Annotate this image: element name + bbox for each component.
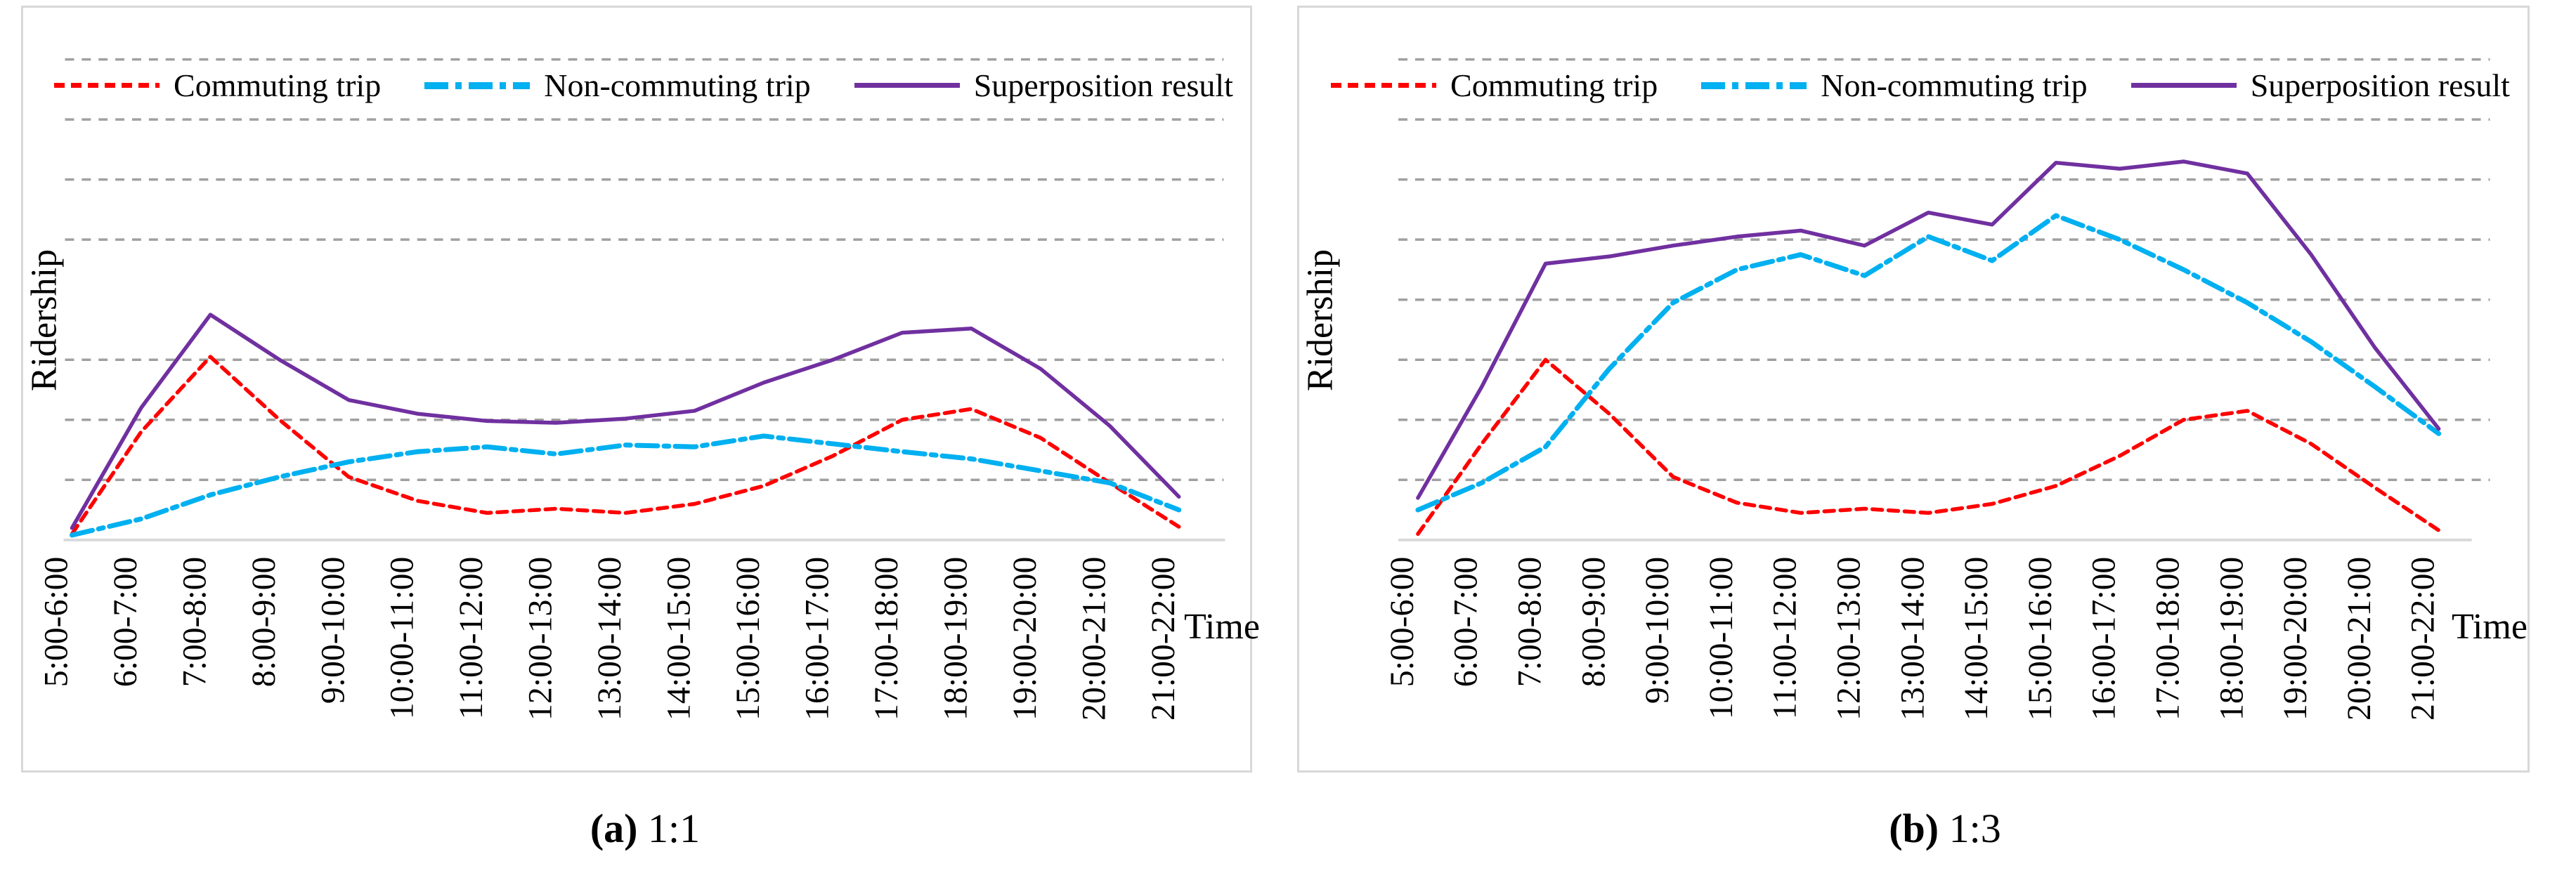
chart-panel-b: Commuting trip Non-commuting trip Superp… <box>1297 6 2530 773</box>
legend-item-non-commuting: Non-commuting trip <box>424 67 811 104</box>
non-commuting-trip-line <box>1415 213 2442 513</box>
x-tick-label: 10:00-11:00 <box>384 557 421 720</box>
legend-label-non-commuting: Non-commuting trip <box>544 67 811 103</box>
caption-b-ratio: 1:3 <box>1949 806 2001 851</box>
x-tick-label: 6:00-7:00 <box>107 557 144 688</box>
x-tick-label: 11:00-12:00 <box>453 557 490 720</box>
legend-b: Commuting trip Non-commuting trip Superp… <box>1320 67 2520 104</box>
legend-label-non-commuting: Non-commuting trip <box>1821 67 2088 103</box>
x-tick-label: 17:00-18:00 <box>2149 557 2187 721</box>
commuting-trip-line <box>1416 357 2441 536</box>
legend-item-commuting: Commuting trip <box>54 67 381 104</box>
x-tick-label: 9:00-10:00 <box>314 557 351 704</box>
x-tick-label: 20:00-21:00 <box>2341 557 2378 721</box>
x-tick-label: 5:00-6:00 <box>37 557 74 688</box>
legend-label-superposition: Superposition result <box>973 67 1233 103</box>
commuting-line-swatch-icon <box>1331 83 1437 88</box>
commuting-line-swatch-icon <box>54 83 160 88</box>
x-tick-label: 14:00-15:00 <box>1958 557 1995 721</box>
x-tick-label: 17:00-18:00 <box>868 557 905 721</box>
superposition-result-line <box>1416 159 2441 500</box>
x-tick-label: 16:00-17:00 <box>2086 557 2123 721</box>
non-commuting-trip-line <box>69 433 1182 538</box>
x-tick-label: 21:00-22:00 <box>2405 557 2442 721</box>
x-tick-label: 19:00-20:00 <box>1006 557 1043 721</box>
legend-label-commuting: Commuting trip <box>1450 67 1658 103</box>
caption-a: (a) 1:1 <box>476 805 814 852</box>
x-tick-label: 7:00-8:00 <box>176 557 213 688</box>
non-commuting-line-swatch-icon <box>1701 81 1807 89</box>
x-tick-label: 14:00-15:00 <box>661 557 698 721</box>
legend-item-non-commuting: Non-commuting trip <box>1701 67 2088 104</box>
legend-item-superposition: Superposition result <box>2131 67 2510 104</box>
x-tick-label: 9:00-10:00 <box>1639 557 1676 704</box>
x-tick-label: 18:00-19:00 <box>2213 557 2250 721</box>
superposition-result-line <box>70 313 1181 530</box>
y-axis-title: Ridership <box>24 249 65 392</box>
x-tick-label: 10:00-11:00 <box>1703 557 1740 720</box>
x-tick-label: 8:00-9:00 <box>1575 557 1612 688</box>
x-tick-label: 20:00-21:00 <box>1075 557 1112 721</box>
caption-a-ratio: 1:1 <box>648 806 701 851</box>
caption-a-marker: (a) <box>590 806 638 851</box>
x-tick-label: 15:00-16:00 <box>729 557 767 721</box>
legend-item-commuting: Commuting trip <box>1331 67 1658 104</box>
legend-label-commuting: Commuting trip <box>174 67 382 103</box>
legend-a: Commuting trip Non-commuting trip Superp… <box>44 67 1243 104</box>
x-tick-label: 13:00-14:00 <box>591 557 628 721</box>
y-axis-title: Ridership <box>1300 249 1341 392</box>
x-tick-label: 11:00-12:00 <box>1767 557 1804 720</box>
x-tick-label: 8:00-9:00 <box>245 557 282 688</box>
x-tick-label: 13:00-14:00 <box>1894 557 1931 721</box>
x-axis-title: Time <box>1184 607 1260 647</box>
x-tick-label: 21:00-22:00 <box>1145 557 1182 721</box>
plot-area-b: 5:00-6:00 6:00-7:00 7:00-8:00 8:00-9:00 9:00… <box>1384 58 2490 721</box>
plot-area-a: 5:00-6:00 6:00-7:00 7:00-8:00 8:00-9:00 9:00… <box>37 58 1225 721</box>
x-tick-label: 16:00-17:00 <box>798 557 835 721</box>
legend-label-superposition: Superposition result <box>2250 67 2510 103</box>
x-tick-label: 5:00-6:00 <box>1384 557 1421 688</box>
commuting-trip-line <box>70 355 1181 536</box>
superposition-line-swatch-icon <box>2131 83 2237 88</box>
x-tick-label: 6:00-7:00 <box>1448 557 1485 688</box>
caption-b: (b) 1:3 <box>1776 805 2114 852</box>
x-tick-label: 7:00-8:00 <box>1511 557 1549 688</box>
x-tick-label: 19:00-20:00 <box>2277 557 2314 721</box>
x-tick-label: 18:00-19:00 <box>937 557 974 721</box>
x-tick-label: 12:00-13:00 <box>522 557 559 721</box>
non-commuting-line-swatch-icon <box>424 81 531 89</box>
x-axis-title: Time <box>2452 607 2528 647</box>
caption-b-marker: (b) <box>1889 806 1939 851</box>
legend-item-superposition: Superposition result <box>854 67 1233 104</box>
chart-panel-a: Commuting trip Non-commuting trip Superp… <box>21 6 1260 773</box>
x-tick-label: 15:00-16:00 <box>2022 557 2059 721</box>
superposition-line-swatch-icon <box>854 83 960 88</box>
x-tick-label: 12:00-13:00 <box>1830 557 1868 721</box>
